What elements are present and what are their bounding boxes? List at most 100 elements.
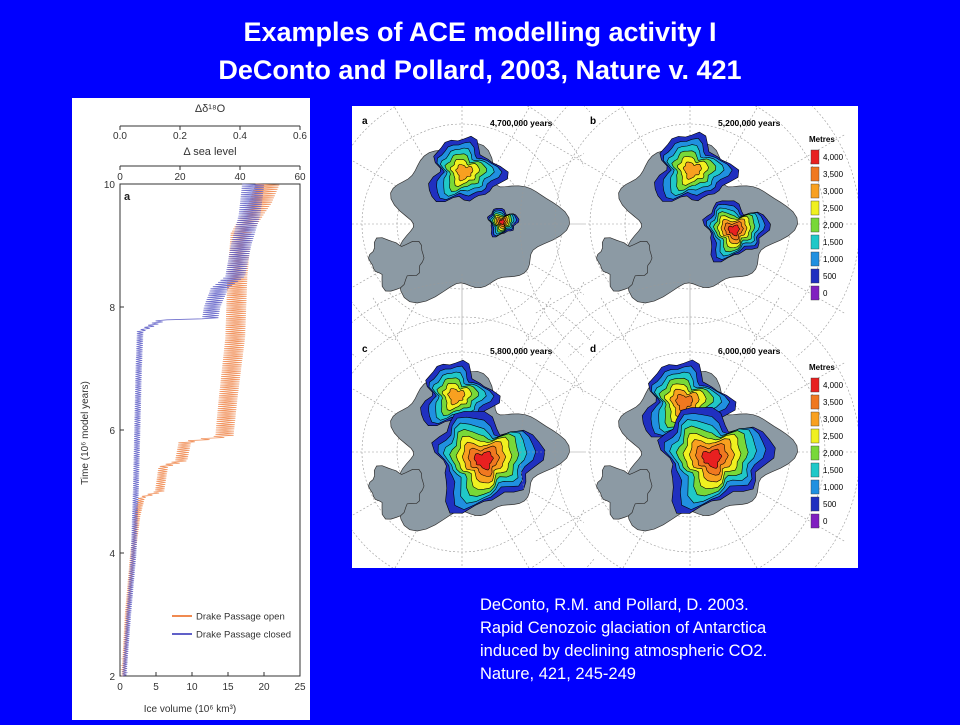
- y-tick-label: 10: [104, 180, 116, 191]
- elevation-colour-scale: Metres 4,000 3,500 3,000 2,500 2,000 1,500 1,00…: [809, 363, 844, 529]
- scale-swatch: [810, 234, 820, 250]
- scale-swatch: [810, 411, 820, 427]
- scale-swatch: [810, 496, 820, 512]
- top-axis2-tick-label: 20: [174, 172, 186, 183]
- scale-level-label: 4,000: [823, 153, 844, 162]
- scale-level-label: 2,000: [823, 221, 844, 230]
- ice-contour: [498, 219, 505, 226]
- y-tick-label: 6: [109, 426, 115, 437]
- x-tick-label: 20: [258, 682, 270, 693]
- scale-level-label: 3,500: [823, 170, 844, 179]
- scale-swatch: [810, 445, 820, 461]
- peninsula-shape: [368, 237, 425, 292]
- map-time-label: 5,200,000 years: [718, 118, 781, 128]
- scale-swatch: [810, 217, 820, 233]
- map-panel-a: a 4,700,000 years: [282, 44, 642, 404]
- ice-contour: [447, 388, 466, 406]
- top-axis2-label: Δ sea level: [183, 146, 236, 158]
- ice-contour: [701, 448, 723, 469]
- scale-swatch: [810, 479, 820, 495]
- top-axis2-tick-label: 60: [294, 172, 306, 183]
- scale-swatch: [810, 394, 820, 410]
- scale-level-label: 3,000: [823, 187, 844, 196]
- map-time-label: 4,700,000 years: [490, 118, 553, 128]
- top-axis2-tick-label: 40: [234, 172, 246, 183]
- scale-level-label: 1,500: [823, 466, 844, 475]
- peninsula-shape: [368, 465, 425, 520]
- scale-unit-label: Metres: [809, 135, 835, 144]
- map-panel-b: b 5,200,000 years: [510, 44, 870, 404]
- x-tick-label: 15: [222, 682, 234, 693]
- scale-level-label: 2,000: [823, 449, 844, 458]
- ice-contour: [675, 393, 694, 412]
- scale-level-label: 3,000: [823, 415, 844, 424]
- top-axis2-tick-label: 0: [117, 172, 123, 183]
- scale-swatch: [810, 268, 820, 284]
- map-time-label: 6,000,000 years: [718, 346, 781, 356]
- legend-label: Drake Passage closed: [196, 630, 291, 641]
- map-panel-d: d 6,000,000 years: [510, 272, 870, 632]
- scale-swatch: [810, 166, 820, 182]
- x-tick-label: 10: [186, 682, 198, 693]
- scale-level-label: 500: [823, 272, 837, 281]
- series-line-drake-closed: [122, 183, 265, 677]
- citation-line: induced by declining atmospheric CO2.: [480, 642, 768, 660]
- x-tick-label: 0: [117, 682, 123, 693]
- ice-volume-chart: Δδ¹⁸O Δ sea level Ice volume (10⁶ km³) T…: [80, 103, 307, 715]
- scale-swatch: [810, 200, 820, 216]
- scale-level-label: 1,000: [823, 483, 844, 492]
- y-tick-label: 2: [109, 672, 115, 683]
- map-panel-c: c 5,800,000 years: [282, 272, 642, 632]
- ice-contour: [455, 164, 474, 182]
- y-tick-label: 8: [109, 303, 115, 314]
- scale-swatch: [810, 285, 820, 301]
- scale-level-label: 0: [823, 289, 828, 298]
- map-panel-label: d: [590, 344, 596, 355]
- scale-level-label: 2,500: [823, 204, 844, 213]
- scale-level-label: 2,500: [823, 432, 844, 441]
- slide-title-line1: Examples of ACE modelling activity I: [243, 17, 717, 47]
- chart-panel-label: a: [124, 191, 131, 203]
- elevation-colour-scale: Metres 4,000 3,500 3,000 2,500 2,000 1,500 1,00…: [809, 135, 844, 301]
- scale-swatch: [810, 251, 820, 267]
- scale-swatch: [810, 149, 820, 165]
- x-axis-label: Ice volume (10⁶ km³): [144, 704, 236, 715]
- top-axis1-tick-label: 0.0: [113, 131, 127, 142]
- top-axis1-tick-label: 0.6: [293, 131, 307, 142]
- ice-contour: [727, 224, 740, 237]
- scale-level-label: 1,500: [823, 238, 844, 247]
- top-axis1-tick-label: 0.4: [233, 131, 247, 142]
- legend-label: Drake Passage open: [196, 612, 285, 623]
- map-latitude-circle: [554, 88, 826, 360]
- scale-level-label: 4,000: [823, 381, 844, 390]
- scale-unit-label: Metres: [809, 363, 835, 372]
- x-tick-label: 5: [153, 682, 159, 693]
- antarctic-ice-maps: a 4,700,000 years b 5,200,000 years c 5,800,0…: [282, 44, 870, 632]
- peninsula-shape: [596, 237, 653, 292]
- scale-swatch: [810, 462, 820, 478]
- map-panel-label: a: [362, 116, 368, 127]
- x-tick-label: 25: [294, 682, 306, 693]
- map-time-label: 5,800,000 years: [490, 346, 553, 356]
- scale-swatch: [810, 377, 820, 393]
- top-axis1-label: Δδ¹⁸O: [195, 103, 226, 115]
- scale-level-label: 0: [823, 517, 828, 526]
- y-tick-label: 4: [109, 549, 115, 560]
- slide-title-line2: DeConto and Pollard, 2003, Nature v. 421: [218, 55, 742, 85]
- citation-line: Nature, 421, 245-249: [480, 665, 636, 683]
- map-panel-label: b: [590, 116, 596, 127]
- ice-contour: [473, 451, 494, 471]
- map-panel-label: c: [362, 344, 368, 355]
- scale-swatch: [810, 428, 820, 444]
- citation-line: DeConto, R.M. and Pollard, D. 2003.: [480, 596, 749, 614]
- ice-contour: [682, 161, 702, 180]
- antarctic-maps-panel: a 4,700,000 years b 5,200,000 years c 5,800,0…: [282, 44, 870, 632]
- scale-level-label: 3,500: [823, 398, 844, 407]
- plot-frame: [119, 183, 301, 677]
- ice-volume-chart-panel: Δδ¹⁸O Δ sea level Ice volume (10⁶ km³) T…: [72, 98, 310, 720]
- peninsula-shape: [596, 465, 653, 520]
- y-axis-label: Time (10⁶ model years): [80, 381, 91, 485]
- citation-line: Rapid Cenozoic glaciation of Antarctica: [480, 619, 767, 637]
- scale-swatch: [810, 513, 820, 529]
- scale-level-label: 1,000: [823, 255, 844, 264]
